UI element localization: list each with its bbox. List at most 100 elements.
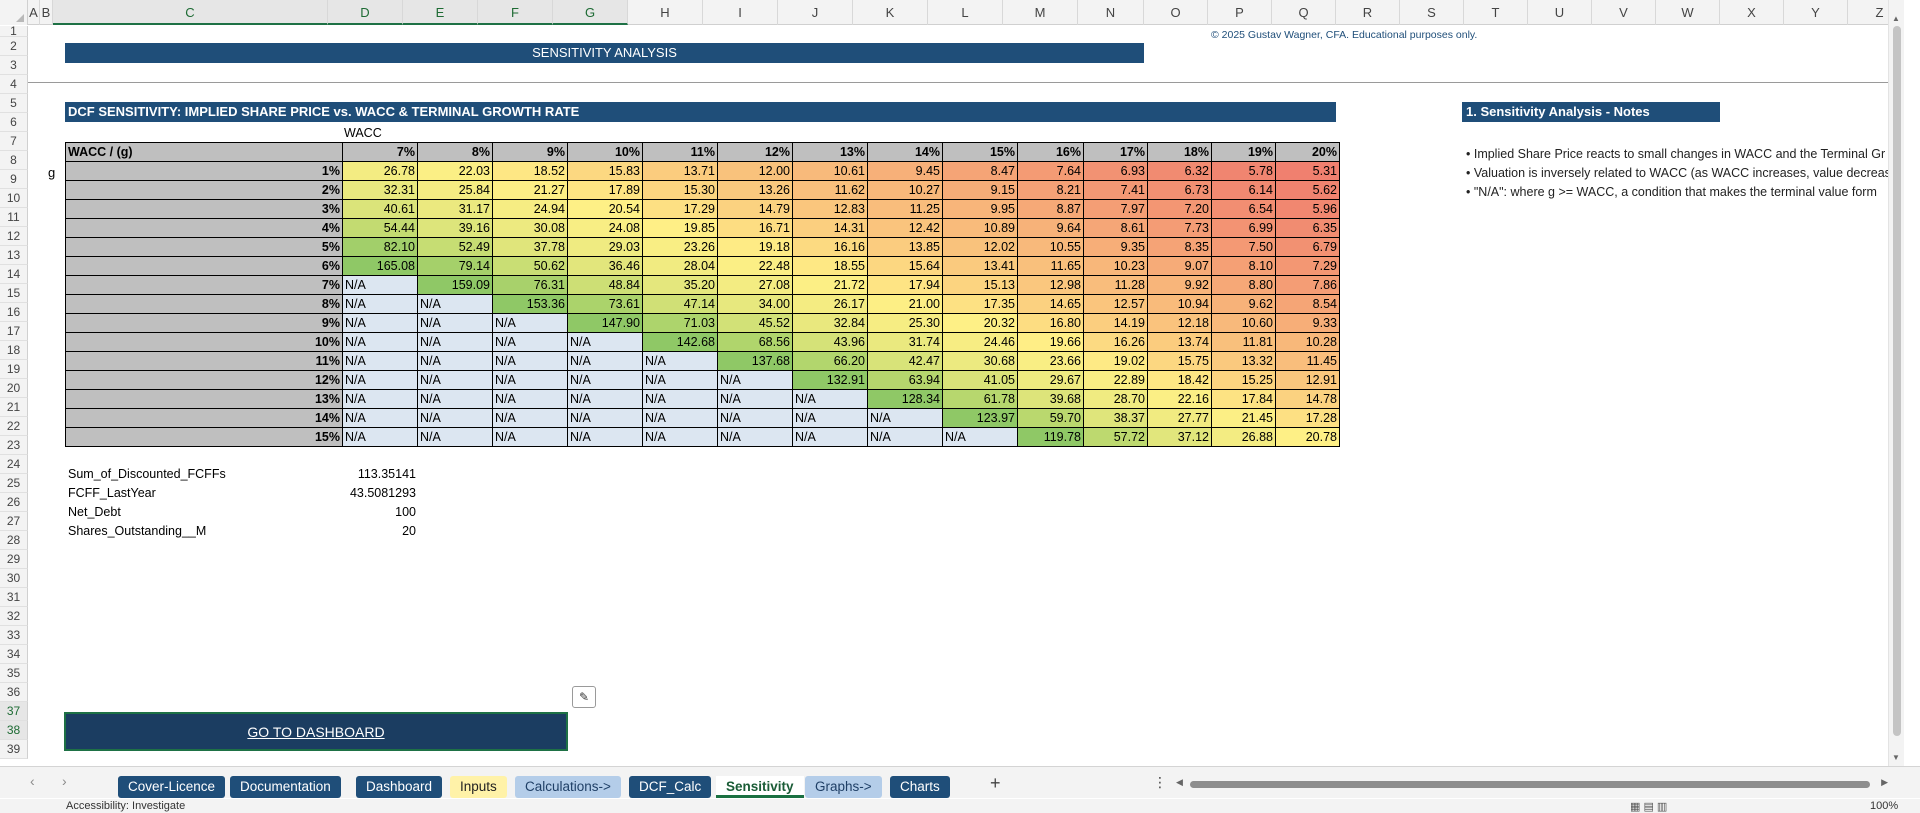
wacc-header-cell[interactable]: 7% bbox=[342, 142, 418, 162]
price-cell[interactable]: 16.16 bbox=[792, 237, 868, 257]
price-cell[interactable]: 42.47 bbox=[867, 351, 943, 371]
price-cell[interactable]: N/A bbox=[642, 427, 718, 447]
price-cell[interactable]: 14.65 bbox=[1017, 294, 1084, 314]
price-cell[interactable]: 41.05 bbox=[942, 370, 1018, 390]
price-cell[interactable]: 24.94 bbox=[492, 199, 568, 219]
sheet-tab-sensitivity[interactable]: Sensitivity bbox=[716, 776, 804, 798]
row-header-35[interactable]: 35 bbox=[0, 664, 28, 683]
price-cell[interactable]: 66.20 bbox=[792, 351, 868, 371]
price-cell[interactable]: 6.73 bbox=[1147, 180, 1212, 200]
price-cell[interactable]: N/A bbox=[642, 370, 718, 390]
price-cell[interactable]: N/A bbox=[492, 427, 568, 447]
price-cell[interactable]: 43.96 bbox=[792, 332, 868, 352]
row-header-3[interactable]: 3 bbox=[0, 56, 28, 75]
input-value[interactable]: 20 bbox=[402, 524, 416, 538]
price-cell[interactable]: N/A bbox=[342, 332, 418, 352]
price-cell[interactable]: N/A bbox=[567, 408, 643, 428]
price-cell[interactable]: 28.04 bbox=[642, 256, 718, 276]
price-cell[interactable]: 22.16 bbox=[1147, 389, 1212, 409]
growth-row-header[interactable]: 5% bbox=[65, 237, 343, 257]
price-cell[interactable]: 10.28 bbox=[1275, 332, 1340, 352]
price-cell[interactable]: 28.70 bbox=[1083, 389, 1148, 409]
price-cell[interactable]: N/A bbox=[717, 370, 793, 390]
column-header-k[interactable]: K bbox=[853, 0, 928, 25]
wacc-header-cell[interactable]: 12% bbox=[717, 142, 793, 162]
price-cell[interactable]: 7.50 bbox=[1211, 237, 1276, 257]
column-header-q[interactable]: Q bbox=[1272, 0, 1336, 25]
price-cell[interactable]: 11.65 bbox=[1017, 256, 1084, 276]
price-cell[interactable]: 6.14 bbox=[1211, 180, 1276, 200]
price-cell[interactable]: N/A bbox=[417, 313, 493, 333]
row-header-17[interactable]: 17 bbox=[0, 322, 28, 341]
row-header-37[interactable]: 37 bbox=[0, 702, 28, 721]
vertical-scroll-thumb[interactable] bbox=[1893, 26, 1901, 736]
price-cell[interactable]: 26.88 bbox=[1211, 427, 1276, 447]
row-header-39[interactable]: 39 bbox=[0, 740, 28, 759]
price-cell[interactable]: N/A bbox=[642, 408, 718, 428]
price-cell[interactable]: 7.97 bbox=[1083, 199, 1148, 219]
price-cell[interactable]: 32.31 bbox=[342, 180, 418, 200]
price-cell[interactable]: 9.64 bbox=[1017, 218, 1084, 238]
row-header-1[interactable]: 1 bbox=[0, 25, 28, 37]
price-cell[interactable]: 9.92 bbox=[1147, 275, 1212, 295]
row-header-18[interactable]: 18 bbox=[0, 341, 28, 360]
price-cell[interactable]: N/A bbox=[492, 389, 568, 409]
row-header-28[interactable]: 28 bbox=[0, 531, 28, 550]
scroll-down-icon[interactable]: ▼ bbox=[1892, 753, 1900, 762]
view-buttons-icon[interactable]: ▦ ▤ ▥ bbox=[1630, 801, 1668, 813]
price-cell[interactable]: 39.68 bbox=[1017, 389, 1084, 409]
price-cell[interactable]: 27.08 bbox=[717, 275, 793, 295]
price-cell[interactable]: 8.35 bbox=[1147, 237, 1212, 257]
price-cell[interactable]: 11.81 bbox=[1211, 332, 1276, 352]
price-cell[interactable]: 20.54 bbox=[567, 199, 643, 219]
sheet-tab-dashboard[interactable]: Dashboard bbox=[356, 776, 443, 798]
column-header-o[interactable]: O bbox=[1144, 0, 1208, 25]
price-cell[interactable]: 14.31 bbox=[792, 218, 868, 238]
price-cell[interactable]: 15.83 bbox=[567, 161, 643, 181]
price-cell[interactable]: 30.08 bbox=[492, 218, 568, 238]
price-cell[interactable]: N/A bbox=[342, 275, 418, 295]
column-header-p[interactable]: P bbox=[1208, 0, 1272, 25]
plus-icon[interactable]: + bbox=[990, 773, 1001, 793]
price-cell[interactable]: N/A bbox=[567, 332, 643, 352]
price-cell[interactable]: 24.46 bbox=[942, 332, 1018, 352]
price-cell[interactable]: 30.68 bbox=[942, 351, 1018, 371]
price-cell[interactable]: 132.91 bbox=[792, 370, 868, 390]
price-cell[interactable]: 10.60 bbox=[1211, 313, 1276, 333]
price-cell[interactable]: 57.72 bbox=[1083, 427, 1148, 447]
price-cell[interactable]: 10.27 bbox=[867, 180, 943, 200]
row-header-30[interactable]: 30 bbox=[0, 569, 28, 588]
price-cell[interactable]: 23.26 bbox=[642, 237, 718, 257]
price-cell[interactable]: N/A bbox=[342, 294, 418, 314]
price-cell[interactable]: 13.41 bbox=[942, 256, 1018, 276]
price-cell[interactable]: 123.97 bbox=[942, 408, 1018, 428]
row-header-25[interactable]: 25 bbox=[0, 474, 28, 493]
price-cell[interactable]: 142.68 bbox=[642, 332, 718, 352]
price-cell[interactable]: 32.84 bbox=[792, 313, 868, 333]
row-header-38[interactable]: 38 bbox=[0, 721, 28, 740]
row-header-32[interactable]: 32 bbox=[0, 607, 28, 626]
price-cell[interactable]: 119.78 bbox=[1017, 427, 1084, 447]
row-header-8[interactable]: 8 bbox=[0, 151, 28, 170]
growth-row-header[interactable]: 11% bbox=[65, 351, 343, 371]
price-cell[interactable]: 128.34 bbox=[867, 389, 943, 409]
price-cell[interactable]: 8.47 bbox=[942, 161, 1018, 181]
column-header-z[interactable]: Z bbox=[1848, 0, 1904, 25]
price-cell[interactable]: 26.17 bbox=[792, 294, 868, 314]
row-header-29[interactable]: 29 bbox=[0, 550, 28, 569]
column-header-h[interactable]: H bbox=[628, 0, 703, 25]
growth-row-header[interactable]: 15% bbox=[65, 427, 343, 447]
price-cell[interactable]: 9.45 bbox=[867, 161, 943, 181]
price-cell[interactable]: 20.78 bbox=[1275, 427, 1340, 447]
input-label[interactable]: Net_Debt bbox=[68, 505, 121, 519]
price-cell[interactable]: 11.28 bbox=[1083, 275, 1148, 295]
column-header-s[interactable]: S bbox=[1400, 0, 1464, 25]
growth-row-header[interactable]: 3% bbox=[65, 199, 343, 219]
go-to-dashboard-button[interactable]: GO TO DASHBOARD bbox=[64, 712, 568, 751]
price-cell[interactable]: 79.14 bbox=[417, 256, 493, 276]
row-header-10[interactable]: 10 bbox=[0, 189, 28, 208]
price-cell[interactable]: 25.84 bbox=[417, 180, 493, 200]
price-cell[interactable]: N/A bbox=[492, 332, 568, 352]
input-label[interactable]: Shares_Outstanding__M bbox=[68, 524, 207, 538]
